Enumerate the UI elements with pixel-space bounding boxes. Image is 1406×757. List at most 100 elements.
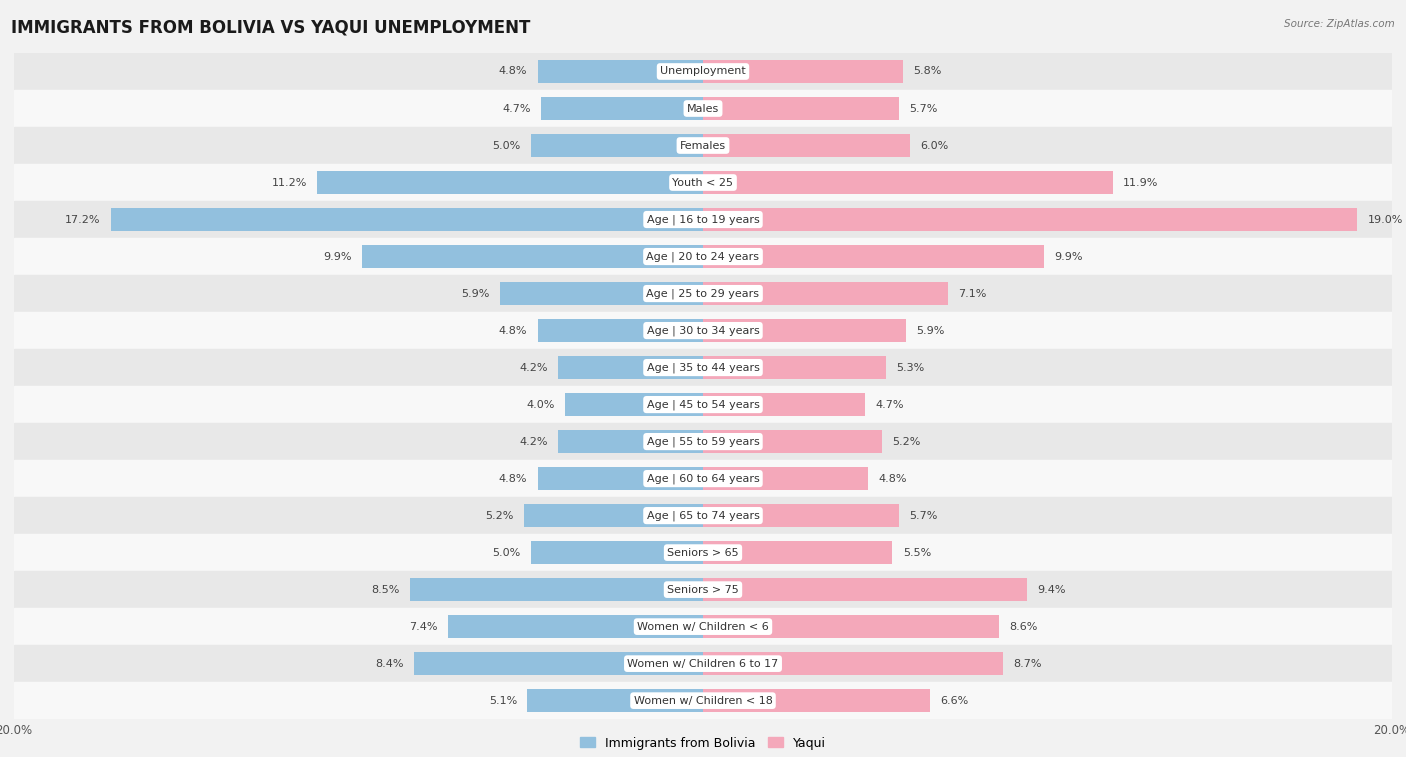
Text: Males: Males: [688, 104, 718, 114]
Bar: [14, 571, 1392, 608]
Text: 4.8%: 4.8%: [879, 474, 907, 484]
Text: 11.2%: 11.2%: [271, 178, 307, 188]
Text: Source: ZipAtlas.com: Source: ZipAtlas.com: [1284, 19, 1395, 29]
Bar: [14, 682, 1392, 719]
Text: 5.2%: 5.2%: [893, 437, 921, 447]
Bar: [531, 134, 703, 157]
Text: Seniors > 75: Seniors > 75: [666, 584, 740, 594]
Text: 11.9%: 11.9%: [1123, 178, 1159, 188]
Text: 19.0%: 19.0%: [1368, 214, 1403, 225]
Text: Age | 20 to 24 years: Age | 20 to 24 years: [647, 251, 759, 262]
Text: 4.8%: 4.8%: [499, 474, 527, 484]
Text: Age | 45 to 54 years: Age | 45 to 54 years: [647, 400, 759, 410]
Text: Age | 60 to 64 years: Age | 60 to 64 years: [647, 473, 759, 484]
Bar: [703, 245, 1045, 268]
Bar: [703, 541, 893, 564]
Bar: [703, 393, 865, 416]
Text: IMMIGRANTS FROM BOLIVIA VS YAQUI UNEMPLOYMENT: IMMIGRANTS FROM BOLIVIA VS YAQUI UNEMPLO…: [11, 19, 530, 37]
Text: 5.1%: 5.1%: [489, 696, 517, 706]
Bar: [14, 534, 1392, 571]
Bar: [411, 578, 703, 601]
Text: 7.4%: 7.4%: [409, 621, 437, 631]
Bar: [703, 430, 882, 453]
Bar: [14, 460, 1392, 497]
Bar: [703, 171, 1114, 194]
Bar: [703, 504, 900, 527]
Text: Seniors > 65: Seniors > 65: [668, 547, 738, 558]
Text: 4.7%: 4.7%: [502, 104, 531, 114]
Text: Age | 16 to 19 years: Age | 16 to 19 years: [647, 214, 759, 225]
Bar: [14, 201, 1392, 238]
Text: 5.0%: 5.0%: [492, 141, 520, 151]
Bar: [413, 653, 703, 675]
Legend: Immigrants from Bolivia, Yaqui: Immigrants from Bolivia, Yaqui: [581, 737, 825, 749]
Bar: [14, 275, 1392, 312]
Text: Women w/ Children < 18: Women w/ Children < 18: [634, 696, 772, 706]
Bar: [111, 208, 703, 231]
Bar: [703, 134, 910, 157]
Bar: [703, 282, 948, 305]
Bar: [703, 60, 903, 83]
Text: Women w/ Children 6 to 17: Women w/ Children 6 to 17: [627, 659, 779, 668]
Bar: [703, 689, 931, 712]
Bar: [703, 578, 1026, 601]
Text: Unemployment: Unemployment: [661, 67, 745, 76]
Text: Women w/ Children < 6: Women w/ Children < 6: [637, 621, 769, 631]
Text: 5.7%: 5.7%: [910, 511, 938, 521]
Bar: [537, 60, 703, 83]
Bar: [14, 608, 1392, 645]
Text: 5.9%: 5.9%: [917, 326, 945, 335]
Bar: [14, 312, 1392, 349]
Bar: [449, 615, 703, 638]
Text: 4.0%: 4.0%: [526, 400, 555, 410]
Text: 7.1%: 7.1%: [957, 288, 986, 298]
Bar: [537, 319, 703, 342]
Bar: [14, 53, 1392, 90]
Text: 5.5%: 5.5%: [903, 547, 931, 558]
Text: 5.2%: 5.2%: [485, 511, 513, 521]
Bar: [703, 615, 1000, 638]
Bar: [537, 467, 703, 490]
Bar: [703, 97, 900, 120]
Text: 8.6%: 8.6%: [1010, 621, 1038, 631]
Bar: [361, 245, 703, 268]
Bar: [531, 541, 703, 564]
Bar: [14, 164, 1392, 201]
Bar: [558, 430, 703, 453]
Text: 5.9%: 5.9%: [461, 288, 489, 298]
Text: 4.7%: 4.7%: [875, 400, 904, 410]
Text: 5.3%: 5.3%: [896, 363, 924, 372]
Text: 4.8%: 4.8%: [499, 67, 527, 76]
Bar: [14, 238, 1392, 275]
Bar: [703, 319, 907, 342]
Bar: [541, 97, 703, 120]
Bar: [565, 393, 703, 416]
Text: 5.0%: 5.0%: [492, 547, 520, 558]
Text: Age | 35 to 44 years: Age | 35 to 44 years: [647, 363, 759, 372]
Text: Females: Females: [681, 141, 725, 151]
Text: Youth < 25: Youth < 25: [672, 178, 734, 188]
Text: 8.7%: 8.7%: [1012, 659, 1042, 668]
Text: 8.4%: 8.4%: [375, 659, 404, 668]
Text: 9.9%: 9.9%: [1054, 251, 1083, 261]
Bar: [524, 504, 703, 527]
Bar: [558, 356, 703, 379]
Bar: [527, 689, 703, 712]
Bar: [499, 282, 703, 305]
Text: 4.2%: 4.2%: [519, 437, 548, 447]
Bar: [14, 645, 1392, 682]
Text: 5.8%: 5.8%: [912, 67, 942, 76]
Text: 9.9%: 9.9%: [323, 251, 352, 261]
Bar: [703, 356, 886, 379]
Text: Age | 55 to 59 years: Age | 55 to 59 years: [647, 436, 759, 447]
Text: 5.7%: 5.7%: [910, 104, 938, 114]
Bar: [14, 423, 1392, 460]
Text: 9.4%: 9.4%: [1038, 584, 1066, 594]
Text: Age | 30 to 34 years: Age | 30 to 34 years: [647, 326, 759, 336]
Bar: [14, 127, 1392, 164]
Bar: [703, 653, 1002, 675]
Bar: [14, 90, 1392, 127]
Bar: [703, 467, 869, 490]
Bar: [318, 171, 703, 194]
Text: 6.0%: 6.0%: [920, 141, 948, 151]
